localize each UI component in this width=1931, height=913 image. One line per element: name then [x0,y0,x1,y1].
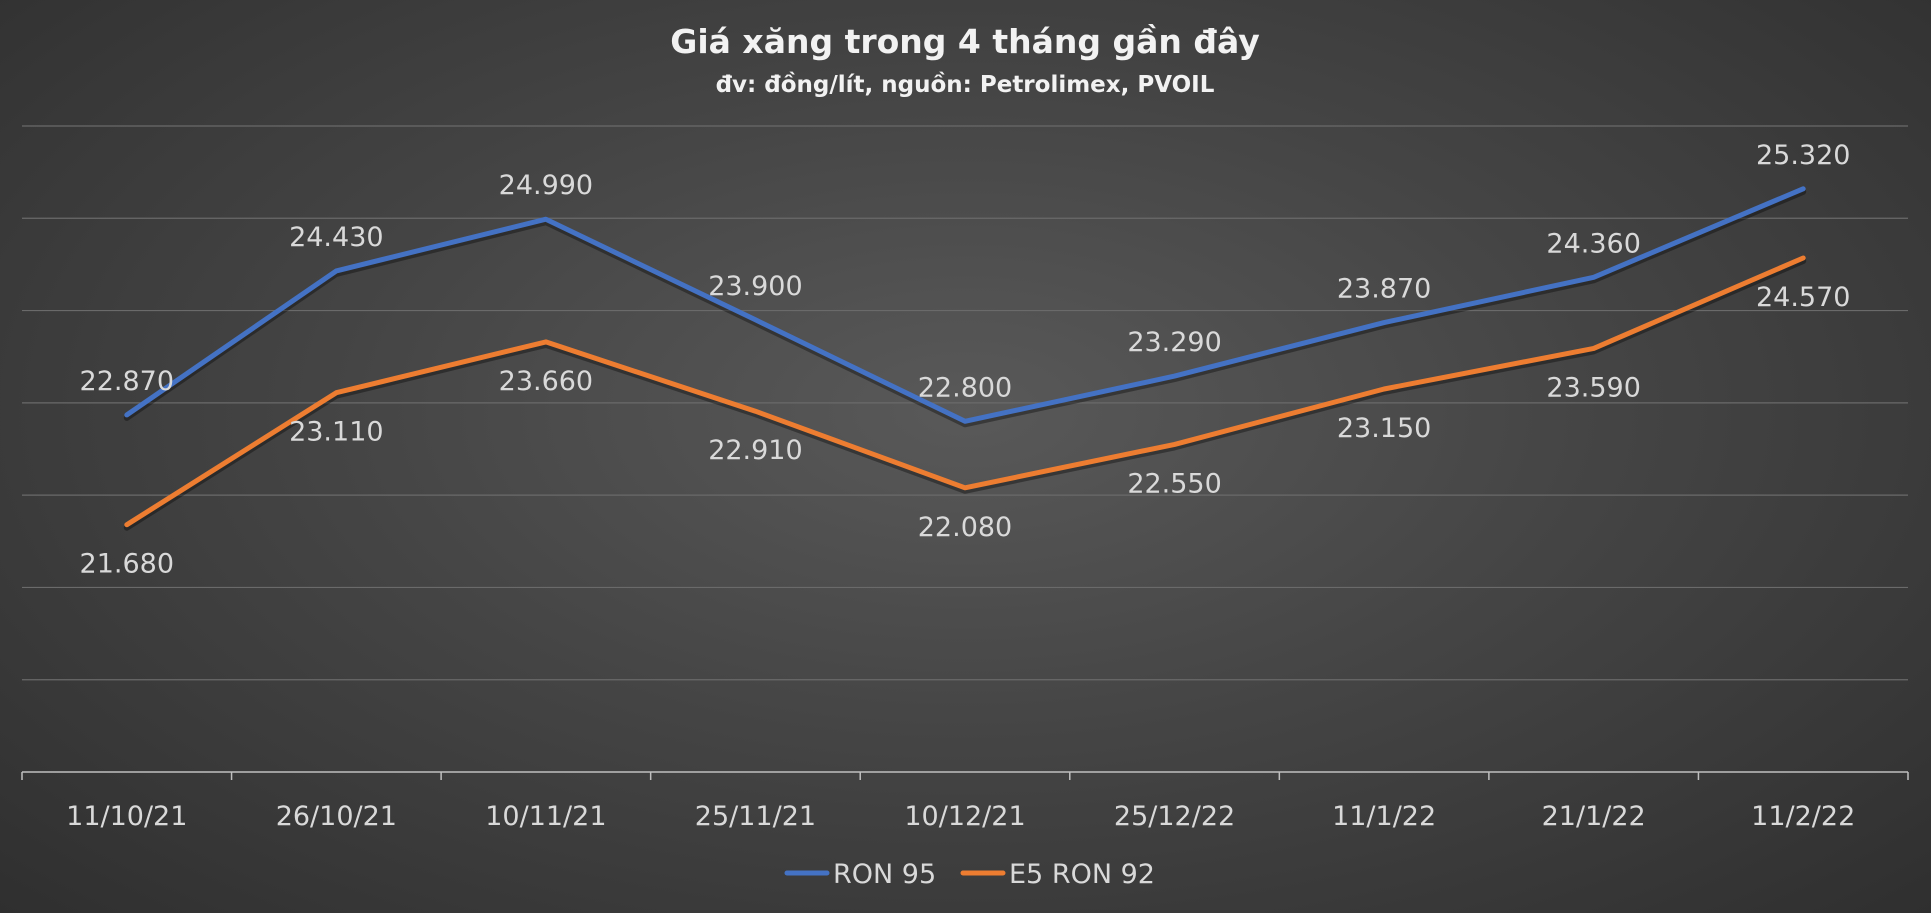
x-tick-label: 21/1/22 [1542,801,1646,832]
gridlines [22,125,1908,681]
data-labels: 22.870 24.430 24.990 23.900 22.800 23.290 23.8… [80,140,1851,580]
data-label: 23.290 [1127,327,1221,358]
chart-title: Giá xăng trong 4 tháng gần đây [670,22,1260,61]
x-tick-labels: 11/10/21 26/10/21 10/11/21 25/11/21 10/12/21… [66,801,1855,832]
x-tick-label: 11/2/22 [1751,801,1855,832]
legend-label: E5 RON 92 [1009,859,1155,890]
data-label: 25.320 [1756,140,1850,171]
x-tick-label: 10/12/21 [904,801,1025,832]
x-tick-label: 25/12/22 [1114,801,1235,832]
series-shadow [123,258,1807,531]
legend-label: RON 95 [833,859,936,890]
x-tick-label: 26/10/21 [276,801,397,832]
x-tick-label: 11/10/21 [66,801,187,832]
x-tick-label: 11/1/22 [1332,801,1436,832]
x-axis [21,771,1909,780]
series-lines [123,186,1807,531]
data-label: 22.870 [80,366,174,397]
data-label: 23.870 [1337,274,1431,305]
data-label: 24.430 [289,222,383,253]
x-tick-label: 25/11/21 [695,801,816,832]
series-shadow [123,188,1807,428]
data-label: 22.550 [1127,468,1221,499]
data-label: 23.900 [708,271,802,302]
series-line-e5-ron92 [124,255,1806,528]
x-tick-label: 10/11/21 [485,801,606,832]
data-label: 22.800 [918,372,1012,403]
data-label: 22.080 [918,512,1012,543]
data-label: 23.150 [1337,413,1431,444]
data-label: 24.570 [1756,282,1850,313]
data-label: 23.590 [1546,372,1640,403]
data-label: 23.110 [289,417,383,448]
data-label: 22.910 [708,435,802,466]
data-label: 21.680 [80,549,174,580]
data-label: 24.360 [1546,228,1640,259]
data-label: 23.660 [499,366,593,397]
series-line-ron95 [124,186,1806,424]
legend: RON 95 E5 RON 92 [784,859,1155,890]
data-label: 24.990 [499,170,593,201]
chart-subtitle: đv: đồng/lít, nguồn: Petrolimex, PVOIL [716,71,1215,98]
